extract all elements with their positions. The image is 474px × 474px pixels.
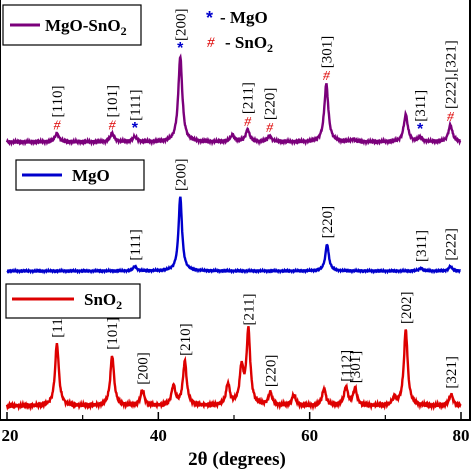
- marker-legend-mgo-symbol: *: [206, 8, 213, 28]
- peak-label-sno2-8: [220]: [263, 355, 279, 388]
- peak-marker-mgo-sno2-7: #: [323, 69, 331, 84]
- legend-label-mgo: MgO: [72, 166, 110, 185]
- peak-label-mgo-4: [222]: [443, 228, 459, 261]
- peak-label-mgo-sno2-2: [111]: [128, 90, 144, 121]
- peak-marker-mgo-sno2-0: #: [53, 119, 61, 134]
- peak-label-sno2-14: [202]: [399, 292, 415, 325]
- peak-label-mgo-sno2-7: [301]: [319, 36, 335, 69]
- peak-label-mgo-sno2-11: [222],[321]: [443, 40, 459, 109]
- peak-label-mgo-sno2-10: [311]: [413, 90, 429, 122]
- legend-box-mgo-sno2: [2, 4, 142, 46]
- x-tick-label-2: 60: [301, 426, 318, 445]
- peak-label-mgo-sno2-5: [211]: [241, 82, 257, 114]
- peak-label-mgo-sno2-0: [110]: [50, 86, 66, 118]
- peak-marker-mgo-sno2-10: *: [417, 121, 424, 138]
- marker-legend-sno2-label: - SnO2: [225, 33, 273, 55]
- peak-label-mgo-sno2-3: [200]: [173, 9, 189, 42]
- peak-marker-mgo-sno2-1: #: [109, 119, 117, 134]
- peak-label-mgo-0: [111]: [128, 229, 144, 260]
- peak-label-mgo-2: [220]: [320, 206, 336, 239]
- legend-label-mgo-sno2: MgO-SnO2: [45, 16, 127, 38]
- peak-label-sno2-4: [210]: [178, 323, 194, 356]
- x-tick-label-1: 40: [150, 426, 167, 445]
- peak-label-sno2-2: [200]: [135, 352, 151, 385]
- legend-label-sno2: SnO2: [84, 290, 122, 312]
- curve-mgo-sno2: [5, 53, 462, 147]
- peak-marker-mgo-sno2-11: #: [447, 110, 455, 125]
- peak-label-mgo-3: [311]: [414, 230, 430, 262]
- legend-mgo-sno2: MgO-SnO2: [2, 4, 142, 46]
- legend-sno2: SnO2: [5, 283, 141, 319]
- x-tick-label-0: 20: [2, 426, 19, 445]
- curve-sno2: [5, 325, 462, 412]
- peak-label-sno2-7: [211]: [241, 294, 257, 326]
- curve-mgo: [6, 196, 462, 275]
- peak-label-sno2-12: [301]: [348, 351, 364, 384]
- peak-label-mgo-1: [200]: [173, 159, 189, 192]
- peak-label-mgo-sno2-1: [101]: [105, 85, 121, 118]
- marker-legend: * - MgO # - SnO2: [206, 8, 273, 55]
- marker-legend-mgo-label: - MgO: [220, 8, 268, 27]
- marker-legend-sno2-symbol: #: [207, 35, 215, 51]
- peak-marker-mgo-sno2-2: *: [132, 120, 139, 137]
- peak-marker-mgo-sno2-6: #: [266, 121, 274, 136]
- peak-label-sno2-15: [321]: [444, 356, 460, 389]
- peak-label-mgo-sno2-6: [220]: [263, 88, 279, 121]
- plot-frame: [0, 0, 471, 421]
- x-axis-title: 2θ (degrees): [188, 449, 286, 470]
- peak-label-sno2-11: [112]: [339, 350, 355, 382]
- peak-label-sno2-1: [101]: [105, 317, 121, 350]
- peak-marker-mgo-sno2-5: #: [244, 115, 252, 130]
- legend-mgo: MgO: [15, 159, 145, 191]
- x-tick-label-3: 80: [453, 426, 470, 445]
- legend-box-sno2: [5, 283, 141, 319]
- peak-marker-mgo-sno2-3: *: [177, 40, 184, 57]
